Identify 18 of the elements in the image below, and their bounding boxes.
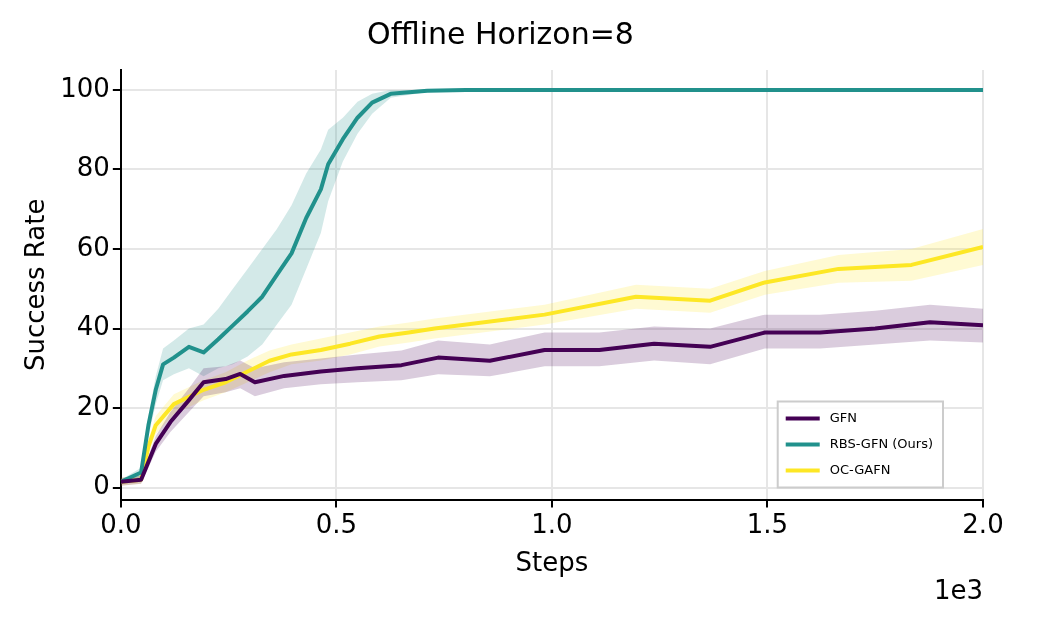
x-tick-label: 1.5 — [746, 508, 789, 539]
text: 1e3 — [933, 575, 983, 606]
y-tick-label: 0 — [93, 470, 110, 501]
y-axis-title: Success Rate — [20, 198, 51, 372]
y-tick-label: 40 — [76, 311, 110, 342]
chart-title: Offline Horizon=8 — [367, 15, 634, 51]
legend-label: OC-GAFN — [829, 461, 891, 477]
x-tick-label: 2.0 — [962, 508, 1004, 539]
y-tick-label: 100 — [60, 72, 110, 103]
x-tick-label: 0.0 — [100, 508, 142, 539]
legend-label: RBS-GFN (Ours) — [829, 435, 934, 451]
x-tick-label: 1.0 — [531, 508, 573, 539]
legend-label: GFN — [829, 409, 857, 425]
x-tick-label: 0.5 — [315, 508, 358, 539]
y-tick-label: 80 — [76, 152, 110, 183]
y-tick-label: 60 — [76, 231, 110, 262]
y-tick-label: 20 — [76, 390, 110, 421]
x-axis-title: Steps — [515, 547, 589, 578]
